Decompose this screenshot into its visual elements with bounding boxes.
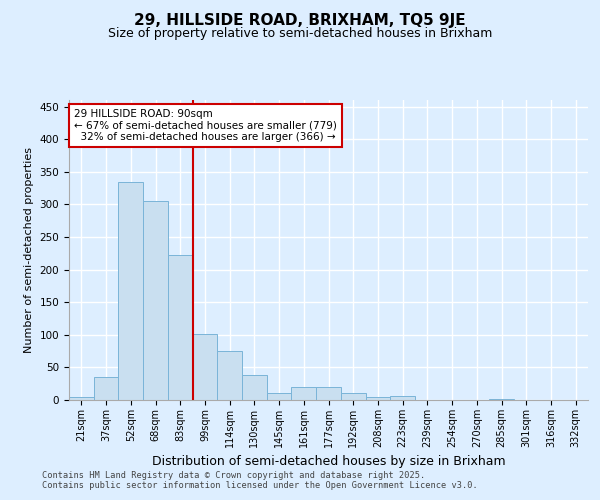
Text: 29 HILLSIDE ROAD: 90sqm
← 67% of semi-detached houses are smaller (779)
  32% of: 29 HILLSIDE ROAD: 90sqm ← 67% of semi-de… xyxy=(74,109,337,142)
Bar xyxy=(118,182,143,400)
Text: 29, HILLSIDE ROAD, BRIXHAM, TQ5 9JE: 29, HILLSIDE ROAD, BRIXHAM, TQ5 9JE xyxy=(134,12,466,28)
Bar xyxy=(341,394,365,400)
Bar xyxy=(267,394,292,400)
Text: Size of property relative to semi-detached houses in Brixham: Size of property relative to semi-detach… xyxy=(108,28,492,40)
Bar xyxy=(168,254,193,400)
Bar xyxy=(390,396,415,400)
Bar xyxy=(242,375,267,400)
X-axis label: Distribution of semi-detached houses by size in Brixham: Distribution of semi-detached houses by … xyxy=(152,456,505,468)
Bar xyxy=(292,387,316,400)
Bar xyxy=(143,201,168,400)
Bar xyxy=(94,377,118,400)
Bar xyxy=(316,387,341,400)
Text: Contains HM Land Registry data © Crown copyright and database right 2025.
Contai: Contains HM Land Registry data © Crown c… xyxy=(42,470,478,490)
Bar xyxy=(69,398,94,400)
Bar xyxy=(193,334,217,400)
Bar xyxy=(365,396,390,400)
Y-axis label: Number of semi-detached properties: Number of semi-detached properties xyxy=(24,147,34,353)
Bar xyxy=(217,351,242,400)
